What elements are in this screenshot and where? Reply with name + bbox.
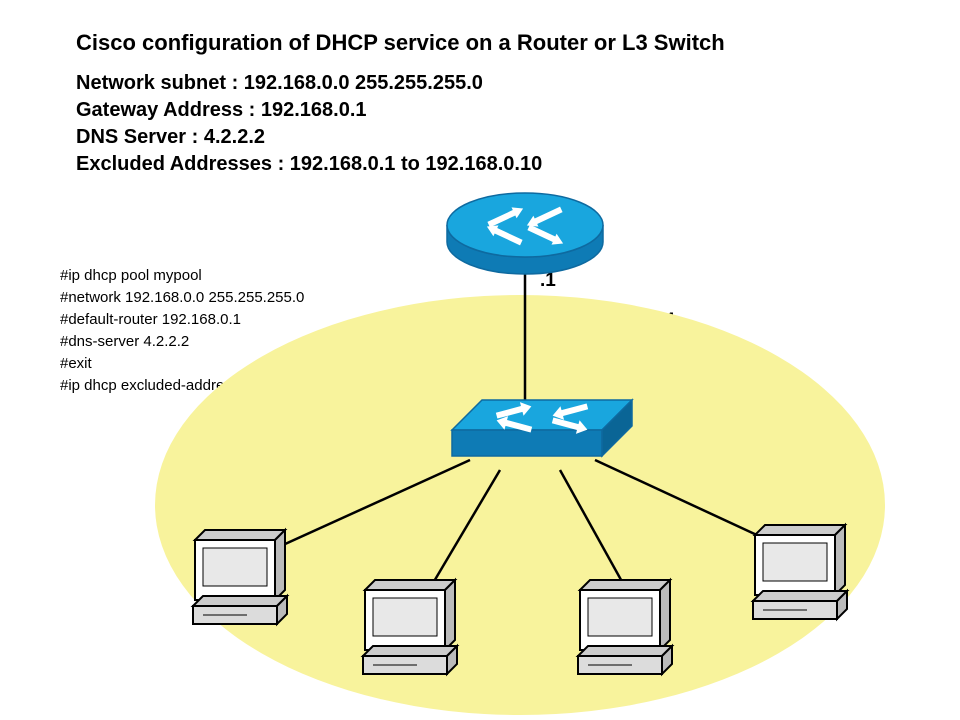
pc-icon-1: [363, 580, 457, 674]
pc-icon-3: [753, 525, 847, 619]
diagram-canvas: { "title": { "text": "Cisco configuratio…: [0, 0, 960, 720]
pc-icon-0: [193, 530, 287, 624]
pc-icon-2: [578, 580, 672, 674]
switch-icon: [452, 400, 632, 456]
lan-ellipse: [155, 295, 885, 715]
network-diagram: [0, 0, 960, 720]
router-icon: [447, 193, 603, 274]
